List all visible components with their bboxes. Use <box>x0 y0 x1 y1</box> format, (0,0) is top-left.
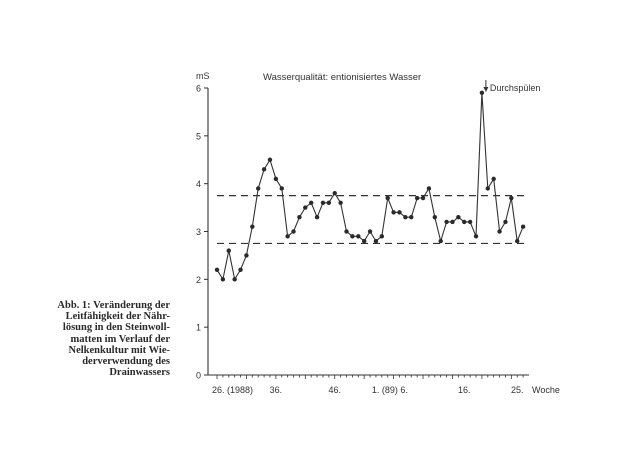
caption-line: matten im Verlauf der <box>70 333 170 345</box>
annotation-durchspuelen: Durchspülen <box>490 83 541 93</box>
data-series <box>214 90 526 282</box>
data-point <box>444 219 449 225</box>
x-tick-label: 1. (89) 6. <box>372 385 408 395</box>
data-point <box>232 277 237 282</box>
data-point <box>303 205 308 210</box>
chart-axes: 0 1 2 3 4 5 6 26. (1988) 36. 46. 1. (89) 6. 16. 25. <box>196 84 529 395</box>
data-point <box>397 210 402 215</box>
caption-line: Drainwassers <box>109 367 170 379</box>
data-point <box>320 200 326 205</box>
data-point <box>356 234 361 239</box>
data-point <box>473 234 479 239</box>
data-point <box>420 195 426 201</box>
data-point <box>285 234 290 239</box>
data-point <box>244 253 249 258</box>
x-tick-label: 25. <box>511 385 524 395</box>
data-point <box>456 214 461 220</box>
y-tick-label: 4 <box>196 179 201 189</box>
data-point <box>291 229 296 234</box>
data-point <box>220 277 226 282</box>
annotation-arrow-icon <box>483 80 489 92</box>
y-tick-label: 5 <box>196 131 201 141</box>
data-point <box>503 219 508 225</box>
data-point <box>267 157 273 162</box>
data-point <box>226 248 231 253</box>
data-point <box>485 186 490 191</box>
data-point <box>344 229 349 234</box>
x-tick-label: 26. (1988) <box>212 385 253 395</box>
data-point <box>273 176 279 182</box>
reference-lines <box>217 195 529 245</box>
data-point <box>308 200 314 205</box>
annotation-arrow-head <box>483 87 489 92</box>
x-tick-label: 46. <box>328 385 341 395</box>
data-point <box>297 214 302 220</box>
chart-title: Wasserqualität: entionisiertes Wasser <box>263 72 421 83</box>
data-point <box>261 167 267 172</box>
data-point <box>379 234 385 239</box>
data-point <box>332 191 337 196</box>
y-tick-label: 6 <box>196 84 201 94</box>
x-axis-label: Woche <box>532 385 560 395</box>
data-point <box>467 219 473 225</box>
data-point <box>515 238 520 244</box>
x-tick-label: 36. <box>270 385 283 395</box>
data-point <box>509 195 514 201</box>
data-point <box>450 219 455 225</box>
data-point <box>326 200 332 205</box>
data-point <box>520 224 526 229</box>
data-point <box>385 195 390 201</box>
data-point <box>414 195 420 201</box>
data-point <box>314 214 320 220</box>
data-point <box>403 214 408 220</box>
y-tick-label: 0 <box>196 371 201 381</box>
y-tick-label: 1 <box>196 323 201 333</box>
data-point <box>479 90 485 95</box>
data-point <box>391 210 396 215</box>
data-point <box>432 214 438 220</box>
data-point <box>462 219 467 225</box>
caption-line: Leitfähigkeit der Nähr- <box>65 311 170 323</box>
figure-caption: Abb. 1: Veränderung der Leitfähigkeit de… <box>12 300 170 378</box>
y-tick-label: 3 <box>196 227 201 237</box>
y-axis-label: mS <box>196 71 210 81</box>
caption-line: derverwendung des <box>82 356 170 368</box>
data-point <box>409 214 414 220</box>
series-line <box>216 92 524 281</box>
data-point <box>256 186 261 191</box>
data-point <box>497 229 502 234</box>
y-tick-label: 2 <box>196 275 201 285</box>
data-point <box>214 267 220 272</box>
data-point <box>438 238 443 244</box>
data-point <box>491 176 496 182</box>
data-point <box>426 186 432 191</box>
data-point <box>350 234 355 239</box>
data-point <box>238 267 243 272</box>
caption-line: Abb. 1: Veränderung der <box>57 300 170 311</box>
data-point <box>361 238 367 244</box>
caption-line: Nelkenkultur mit Wie- <box>68 344 170 356</box>
data-point <box>373 238 379 244</box>
x-tick-label: 16. <box>458 385 471 395</box>
data-point <box>367 229 373 234</box>
data-point <box>279 186 284 191</box>
data-point <box>250 224 255 229</box>
data-point <box>338 200 343 205</box>
caption-line: lösung in den Steinwoll- <box>62 322 170 334</box>
